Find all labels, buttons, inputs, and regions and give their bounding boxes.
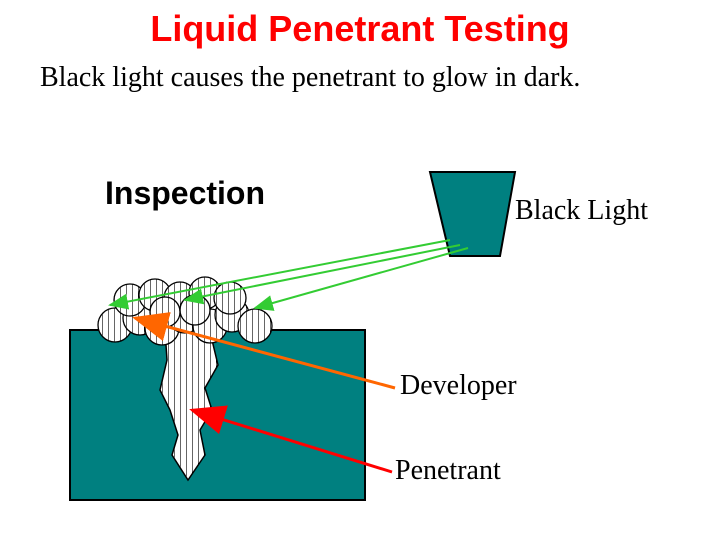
diagram-svg — [0, 0, 720, 540]
black-light-source — [430, 172, 515, 256]
specimen-block — [70, 330, 365, 500]
